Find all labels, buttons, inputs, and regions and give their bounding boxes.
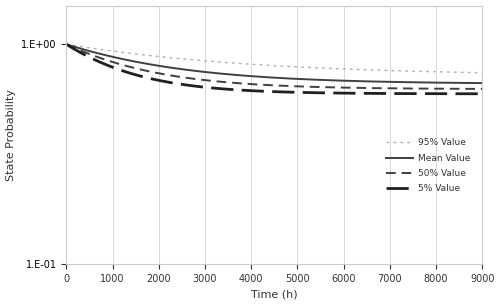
95% Value [254, 63, 260, 66]
Line: 95% Value: 95% Value [66, 44, 482, 73]
95% Value [391, 69, 397, 73]
Mean Value [64, 42, 70, 46]
50% Value [254, 83, 260, 86]
Mean Value [467, 81, 473, 85]
Mean Value [254, 75, 260, 78]
95% Value [266, 63, 272, 67]
5% Value [84, 54, 90, 58]
5% Value [266, 90, 272, 93]
Mean Value [84, 49, 90, 52]
50% Value [266, 83, 272, 87]
95% Value [64, 42, 70, 46]
50% Value [467, 87, 473, 91]
5% Value [467, 92, 473, 95]
50% Value [467, 87, 473, 91]
Mean Value [467, 81, 473, 85]
5% Value [467, 92, 473, 95]
5% Value [479, 92, 485, 95]
50% Value [64, 42, 70, 46]
Mean Value [266, 76, 272, 79]
50% Value [391, 87, 397, 90]
95% Value [467, 71, 473, 74]
50% Value [479, 87, 485, 91]
Mean Value [391, 80, 397, 84]
Line: 50% Value: 50% Value [66, 44, 482, 89]
95% Value [84, 46, 90, 49]
50% Value [84, 52, 90, 55]
5% Value [254, 89, 260, 93]
Line: 5% Value: 5% Value [66, 44, 482, 94]
X-axis label: Time (h): Time (h) [251, 289, 298, 300]
Legend: 95% Value, Mean Value, 50% Value, 5% Value: 95% Value, Mean Value, 50% Value, 5% Val… [382, 135, 474, 197]
Y-axis label: State Probability: State Probability [6, 89, 16, 181]
95% Value [479, 71, 485, 74]
Line: Mean Value: Mean Value [66, 44, 482, 83]
5% Value [64, 42, 70, 46]
95% Value [467, 71, 473, 74]
Mean Value [479, 81, 485, 85]
5% Value [391, 92, 397, 95]
